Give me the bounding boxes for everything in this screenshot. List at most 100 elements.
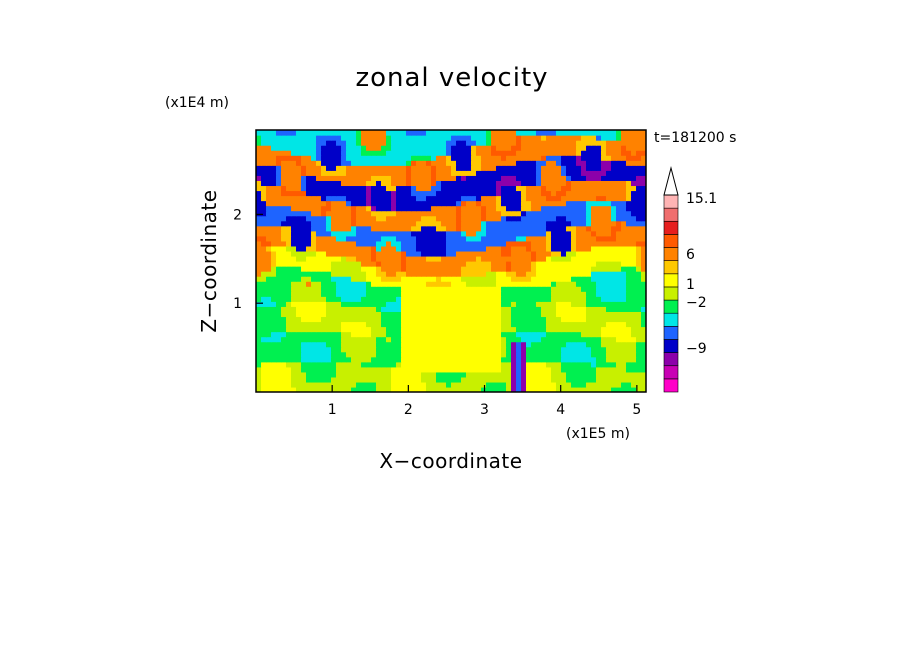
- field-cell: [576, 145, 582, 151]
- field-cell: [551, 266, 557, 272]
- field-cell: [556, 356, 562, 363]
- field-cell: [441, 331, 447, 338]
- field-cell: [596, 271, 602, 277]
- field-cell: [256, 205, 262, 212]
- field-cell: [286, 235, 292, 242]
- field-cell: [371, 316, 377, 323]
- field-cell: [481, 175, 487, 181]
- field-cell: [421, 245, 427, 252]
- field-cell: [331, 306, 337, 312]
- field-cell: [631, 230, 637, 237]
- field-cell: [551, 381, 557, 388]
- field-cell: [271, 240, 277, 247]
- field-cell: [601, 255, 607, 262]
- field-cell: [281, 150, 287, 156]
- field-cell: [471, 351, 477, 358]
- field-cell: [586, 200, 592, 207]
- field-cell: [401, 180, 407, 187]
- field-cell: [446, 316, 452, 323]
- field-cell: [476, 376, 482, 383]
- field-cell: [316, 175, 322, 181]
- field-cell: [626, 200, 632, 207]
- field-cell: [346, 245, 352, 252]
- field-cell: [551, 286, 557, 292]
- field-cell: [641, 250, 646, 257]
- field-cell: [586, 170, 592, 176]
- field-cell: [546, 160, 552, 166]
- field-cell: [641, 291, 646, 297]
- field-cell: [266, 200, 272, 207]
- field-cell: [381, 371, 387, 378]
- field-cell: [506, 135, 512, 141]
- field-cell: [521, 361, 527, 368]
- field-cell: [356, 291, 362, 297]
- field-cell: [341, 230, 347, 237]
- field-cell: [546, 140, 552, 146]
- field-cell: [261, 371, 267, 378]
- field-cell: [291, 386, 297, 392]
- field-cell: [431, 286, 437, 292]
- field-cell: [476, 371, 482, 378]
- field-cell: [376, 381, 382, 388]
- field-cell: [296, 281, 302, 287]
- field-cell: [581, 230, 587, 237]
- field-cell: [576, 356, 582, 363]
- field-cell: [316, 155, 322, 161]
- field-cell: [556, 250, 562, 257]
- field-cell: [641, 266, 646, 272]
- field-cell: [556, 381, 562, 388]
- field-cell: [571, 356, 577, 363]
- field-cell: [586, 210, 592, 217]
- field-cell: [456, 150, 462, 156]
- field-cell: [321, 250, 327, 257]
- field-cell: [586, 266, 592, 272]
- field-cell: [311, 261, 317, 267]
- field-cell: [451, 255, 457, 262]
- field-cell: [606, 371, 612, 378]
- field-cell: [461, 135, 467, 141]
- field-cell: [481, 356, 487, 363]
- field-cell: [501, 366, 507, 373]
- field-cell: [326, 346, 332, 353]
- field-cell: [291, 336, 297, 343]
- field-cell: [621, 195, 627, 202]
- field-cell: [291, 180, 297, 187]
- field-cell: [366, 175, 372, 181]
- field-cell: [636, 356, 642, 363]
- field-cell: [596, 185, 602, 192]
- field-cell: [361, 175, 367, 181]
- field-cell: [281, 235, 287, 242]
- field-cell: [346, 291, 352, 297]
- field-cell: [596, 316, 602, 323]
- field-cell: [326, 165, 332, 171]
- field-cell: [541, 381, 547, 388]
- field-cell: [621, 386, 627, 392]
- field-cell: [396, 205, 402, 212]
- field-cell: [591, 205, 597, 212]
- field-cell: [281, 155, 287, 161]
- field-cell: [381, 356, 387, 363]
- field-cell: [426, 286, 432, 292]
- field-cell: [261, 145, 267, 151]
- field-cell: [531, 155, 537, 161]
- field-cell: [436, 321, 442, 328]
- field-cell: [271, 145, 277, 151]
- field-cell: [271, 130, 277, 136]
- field-cell: [386, 291, 392, 297]
- field-cell: [266, 250, 272, 257]
- field-cell: [261, 366, 267, 373]
- field-cell: [406, 205, 412, 212]
- field-cell: [281, 140, 287, 146]
- field-cell: [596, 180, 602, 187]
- field-cell: [276, 366, 282, 373]
- field-cell: [551, 296, 557, 302]
- field-cell: [531, 170, 537, 176]
- field-cell: [341, 296, 347, 302]
- field-cell: [486, 175, 492, 181]
- field-cell: [311, 200, 317, 207]
- field-cell: [376, 175, 382, 181]
- field-cell: [581, 301, 587, 307]
- field-cell: [611, 331, 617, 338]
- field-cell: [626, 386, 632, 392]
- field-cell: [471, 271, 477, 277]
